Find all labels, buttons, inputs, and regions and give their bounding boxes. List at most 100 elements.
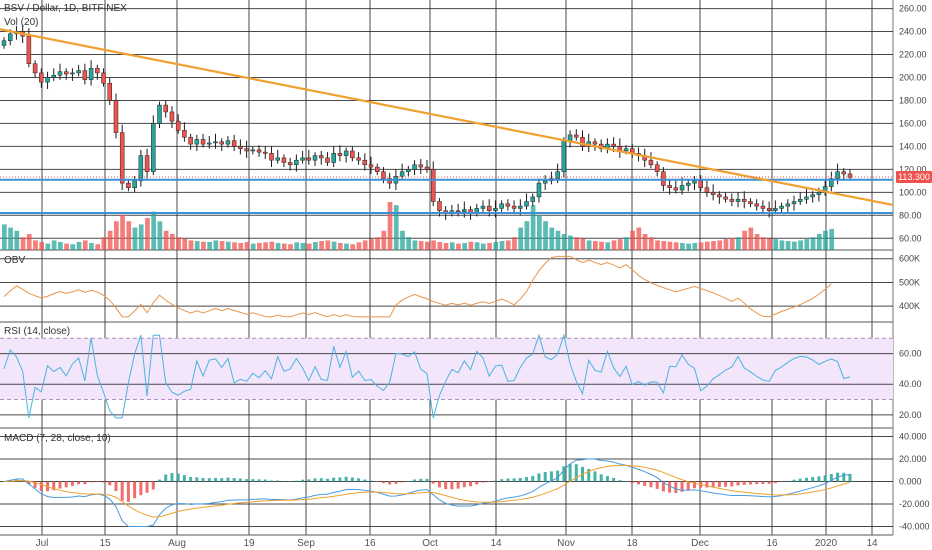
x-tick-label: 15 [99,538,111,549]
volume-bar [767,238,772,250]
candle-body [717,194,722,198]
volume-bar [530,205,536,250]
volume-bar [592,241,598,250]
candle-body [810,194,815,198]
volume-bar [113,221,119,250]
candle-body [76,70,81,74]
volume-bar [580,238,586,250]
volume-bar [375,237,380,250]
candle-body [368,164,374,168]
candle-body [374,166,380,172]
macd-histogram-bar [755,481,759,485]
candle-body [406,169,411,172]
macd-histogram-bar [655,481,659,489]
macd-histogram-bar [64,481,68,488]
macd-histogram-bar [77,481,81,485]
volume-bar [642,234,648,250]
volume-bar [163,230,169,250]
macd-histogram-bar [282,480,286,482]
volume-bar [636,227,642,250]
macd-histogram-bar [804,477,808,482]
candle-body [188,136,193,145]
macd-histogram-bar [711,481,715,488]
volume-bar [369,239,374,250]
volume-bar [82,240,88,250]
volume-bar [70,244,76,250]
candle-body [126,182,131,188]
y-tick-label: 260.00 [899,4,927,14]
candle-body [175,120,181,131]
macd-histogram-bar [269,480,273,482]
volume-bar [194,241,200,250]
volume-bar [325,240,331,250]
trendline [0,28,894,207]
macd-histogram-bar [95,481,99,482]
macd-histogram-bar [618,480,622,482]
candle-body [686,182,691,186]
macd-histogram-bar [381,481,385,484]
macd-histogram-bar [158,479,162,482]
macd-histogram-bar [413,479,417,482]
volume-bar [536,214,542,250]
volume-bar [729,237,735,250]
macd-histogram-bar [139,481,143,496]
volume-bar [45,243,51,250]
candle-body [424,166,430,170]
volume-bar [356,242,362,250]
x-tick-label: Sep [297,538,315,549]
macd-histogram-bar [363,479,367,482]
volume-bar [499,241,505,250]
macd-histogram-bar [27,481,31,485]
macd-histogram-bar [369,480,373,482]
obv-tick-label: 400K [899,301,920,311]
macd-histogram-bar [817,476,821,482]
volume-bar [723,239,729,250]
volume-label: Vol (20) [4,17,39,28]
volume-bar [138,224,144,250]
volume-bar [107,230,113,250]
volume-bar [748,227,754,250]
rsi-label: RSI (14, close) [4,326,71,337]
candle-body [480,205,486,209]
volume-bar [14,230,20,250]
macd-histogram-bar [344,476,348,482]
y-tick-label: 80.00 [899,210,922,220]
macd-histogram-bar [276,480,280,482]
candle-body [219,141,224,145]
macd-histogram-bar [518,477,522,482]
volume-bar [263,242,268,250]
macd-histogram-bar [680,481,684,492]
volume-bar [474,242,480,250]
candle-body [269,153,274,161]
volume-bar [717,240,723,250]
candle-body [567,134,573,141]
volume-bar [543,221,548,250]
volume-bar [250,243,256,250]
macd-histogram-bar [462,481,466,488]
volume-bar [617,239,623,250]
macd-histogram-bar [456,481,460,489]
candle-body [698,180,703,188]
volume-bar [281,243,287,250]
candle-body [45,77,50,83]
candle-body [294,159,299,166]
x-tick-label: 18 [626,538,638,549]
volume-bar [736,237,741,250]
candle-body [536,182,542,198]
candle-body [169,111,175,122]
macd-histogram-bar [661,481,665,492]
candle-body [779,205,784,209]
macd-histogram-bar [301,479,305,482]
volume-bar [493,242,499,250]
volume-bar [437,242,443,250]
candle-body [430,169,436,202]
macd-histogram-bar [58,481,62,489]
macd-histogram-bar [736,481,740,486]
volume-bar [313,242,318,250]
macd-histogram-bar [717,481,721,488]
candle-body [437,201,442,211]
candle-body [804,196,809,200]
candle-body [829,178,834,187]
macd-histogram-bar [437,481,441,488]
macd-histogram-bar [195,477,199,482]
